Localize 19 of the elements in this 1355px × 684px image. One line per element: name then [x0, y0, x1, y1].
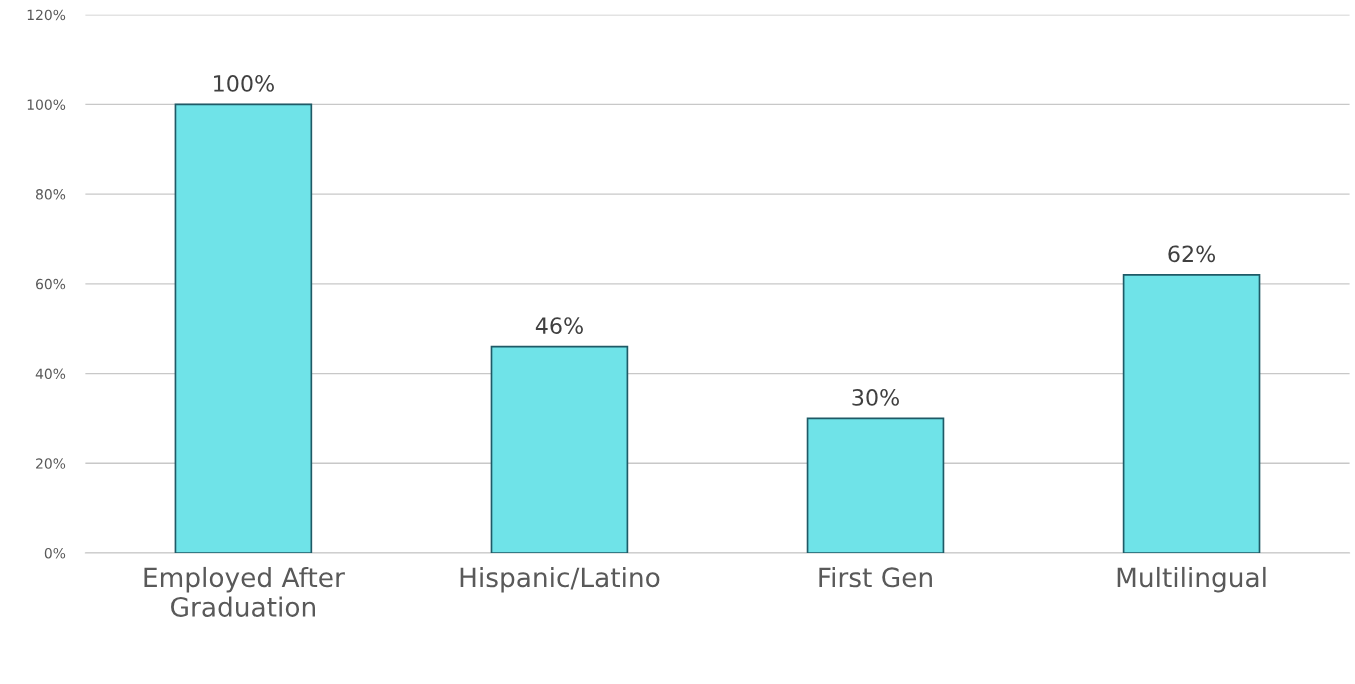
- y-tick-label: 120%: [27, 9, 66, 21]
- bar: [490, 345, 629, 554]
- y-tick-label: 0%: [44, 547, 66, 559]
- data-label: 30%: [852, 388, 899, 406]
- y-tick-label: 100%: [27, 99, 66, 110]
- bar: [174, 103, 313, 554]
- data-label: 46%: [535, 317, 583, 335]
- x-tick-label: First Gen: [819, 566, 932, 588]
- x-tick-label: Multilingual: [1117, 566, 1266, 593]
- y-tick-label: 60%: [36, 278, 66, 290]
- data-label: 62%: [1168, 245, 1216, 263]
- y-tick-label: 40%: [35, 368, 66, 380]
- bar: [1122, 274, 1261, 554]
- bar: [806, 417, 945, 554]
- x-tick-label: Hispanic/Latino: [460, 566, 660, 593]
- y-tick-label: 20%: [36, 458, 66, 469]
- y-tick-label: 80%: [35, 189, 66, 200]
- data-label: 100%: [214, 74, 274, 92]
- x-tick-label: Employed After Graduation: [144, 566, 345, 617]
